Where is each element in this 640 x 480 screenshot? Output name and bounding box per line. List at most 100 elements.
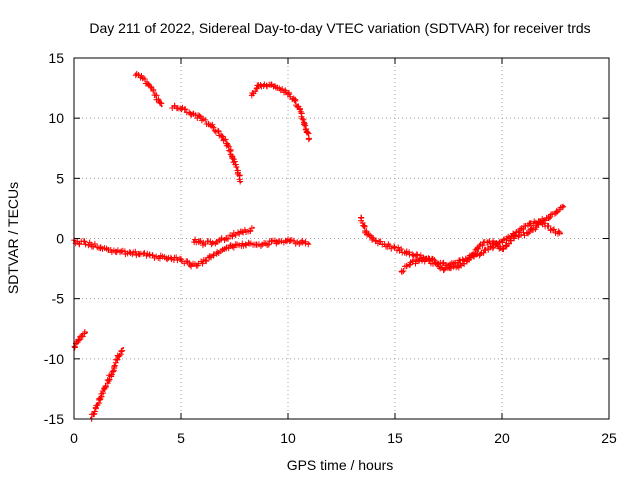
plus-marker <box>116 352 123 359</box>
plus-marker <box>247 227 254 234</box>
y-tick-label: 5 <box>56 170 64 186</box>
x-tick-label: 5 <box>177 430 185 446</box>
plus-marker <box>302 238 309 245</box>
plus-marker <box>215 128 222 135</box>
plus-marker <box>174 257 181 264</box>
plus-marker <box>85 242 92 249</box>
axis-ticks: 0 5 10 15 20 25 -15 -10 -5 0 5 10 15 <box>44 50 617 446</box>
plus-marker <box>110 368 117 375</box>
plus-marker <box>214 249 221 256</box>
plus-marker <box>92 405 99 412</box>
plus-marker <box>512 232 519 239</box>
plus-marker <box>406 261 413 268</box>
plus-marker <box>395 244 402 251</box>
plus-marker <box>300 116 307 123</box>
x-axis-title: GPS time / hours <box>287 457 394 473</box>
plus-marker <box>102 383 109 390</box>
plus-marker <box>230 244 237 251</box>
plus-marker <box>132 248 139 255</box>
plus-marker <box>508 237 515 244</box>
plus-marker <box>203 258 210 265</box>
plus-marker <box>545 222 552 229</box>
plus-marker <box>182 106 189 113</box>
plus-marker <box>400 268 407 275</box>
plus-marker <box>76 336 83 343</box>
plus-marker <box>503 243 510 250</box>
x-tick-label: 25 <box>601 430 617 446</box>
plus-marker <box>231 158 238 165</box>
plus-marker <box>235 229 242 236</box>
plus-marker <box>403 262 410 269</box>
plus-marker <box>299 115 306 122</box>
plus-marker <box>441 266 448 273</box>
plus-marker <box>232 241 239 248</box>
plus-marker <box>415 258 422 265</box>
plus-marker <box>209 239 216 246</box>
plus-marker <box>108 372 115 379</box>
plus-marker <box>364 231 371 238</box>
y-axis-title: SDTVAR / TECUs <box>5 182 21 294</box>
data-point <box>252 226 255 229</box>
data-point <box>308 138 311 141</box>
plus-marker <box>485 239 492 246</box>
data-point <box>85 331 88 334</box>
data-series <box>71 70 567 422</box>
data-point <box>239 180 242 183</box>
series-track-7 <box>398 218 563 276</box>
plus-marker <box>275 239 282 246</box>
plus-marker <box>173 254 180 261</box>
plus-marker <box>305 241 312 248</box>
plus-marker <box>526 229 533 236</box>
plus-marker <box>257 82 264 89</box>
plus-marker <box>547 211 554 218</box>
x-tick-label: 10 <box>280 430 296 446</box>
plus-marker <box>108 371 115 378</box>
chart-title: Day 211 of 2022, Sidereal Day-to-day VTE… <box>89 20 590 36</box>
plus-marker <box>81 238 88 245</box>
series-track-9 <box>88 347 126 422</box>
x-tick-label: 15 <box>387 430 403 446</box>
plus-marker <box>243 242 250 249</box>
plus-marker <box>398 246 405 253</box>
data-point <box>160 105 163 108</box>
plus-marker <box>477 251 484 258</box>
plus-marker <box>522 222 529 229</box>
series-track-2 <box>191 225 255 249</box>
plus-marker <box>242 241 249 248</box>
plus-marker <box>208 241 215 248</box>
series-track-1 <box>71 236 312 270</box>
plus-marker <box>111 363 118 370</box>
plus-marker <box>475 245 482 252</box>
plus-marker <box>257 242 264 249</box>
plus-marker <box>413 256 420 263</box>
plus-marker <box>91 240 98 247</box>
plus-marker <box>432 259 439 266</box>
plus-marker <box>196 112 203 119</box>
plus-marker <box>279 85 286 92</box>
y-tick-label: -15 <box>44 411 64 427</box>
plus-marker <box>499 239 506 246</box>
series-track-5 <box>248 81 313 143</box>
grid <box>74 58 609 419</box>
data-point <box>122 347 125 350</box>
plus-marker <box>265 241 272 248</box>
plus-marker <box>301 121 308 128</box>
plus-marker <box>191 261 198 268</box>
plus-marker <box>555 228 562 235</box>
data-point <box>563 205 566 208</box>
plus-marker <box>111 362 118 369</box>
plus-marker <box>79 333 86 340</box>
plus-marker <box>304 129 311 136</box>
plus-marker <box>551 226 558 233</box>
plus-marker <box>549 227 556 234</box>
plus-marker <box>547 214 554 221</box>
plus-marker <box>225 235 232 242</box>
plus-marker <box>471 250 478 257</box>
plus-marker <box>560 203 567 210</box>
plus-marker <box>202 116 209 123</box>
plus-marker <box>157 99 164 106</box>
plus-marker <box>146 251 153 258</box>
y-tick-label: -5 <box>52 291 65 307</box>
plus-marker <box>210 124 217 131</box>
plus-marker <box>263 82 270 89</box>
